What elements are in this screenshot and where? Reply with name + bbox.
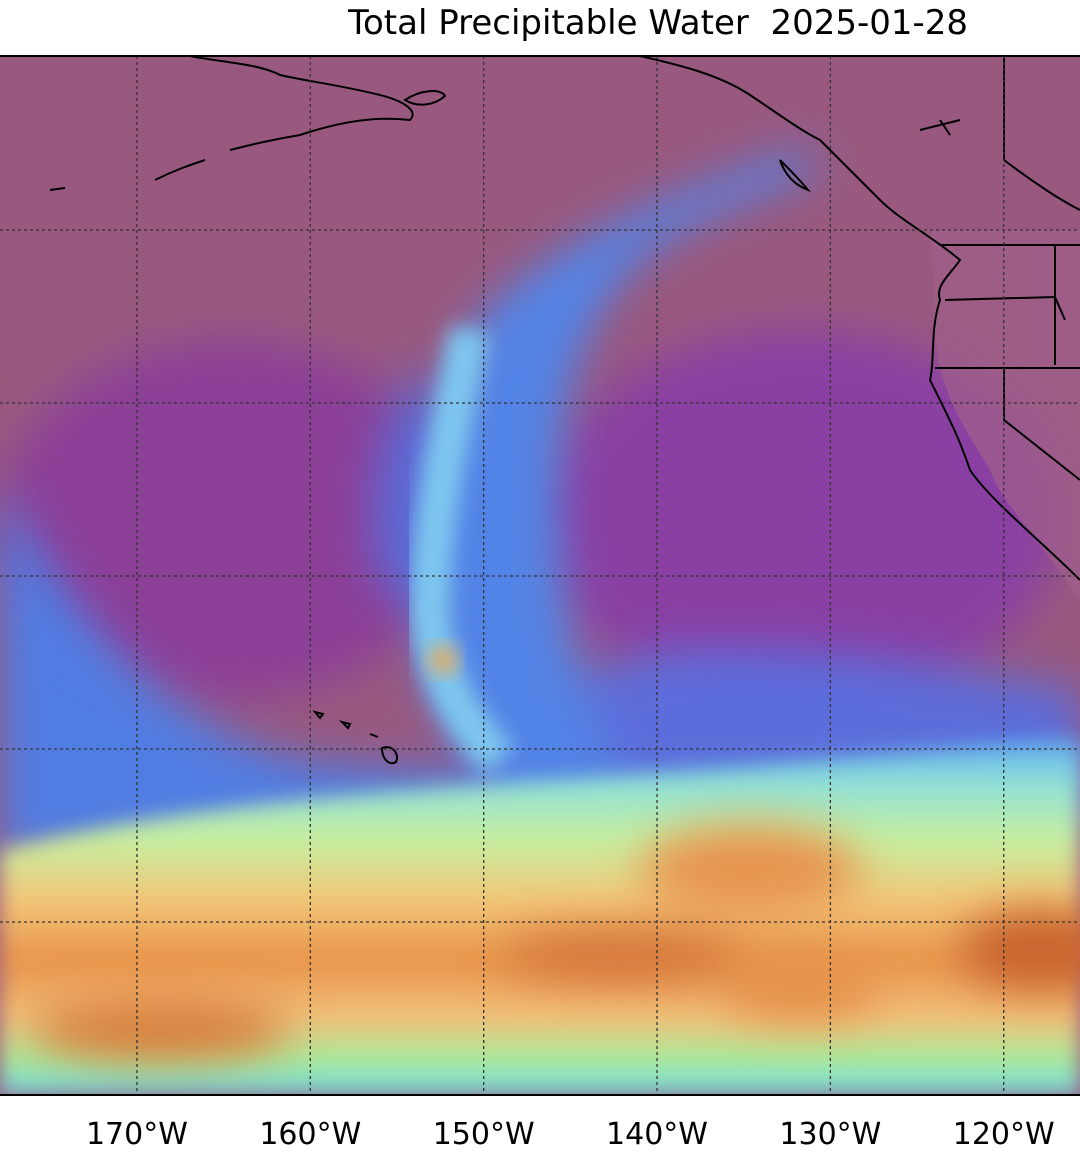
x-tick-label: 150°W [433,1117,535,1152]
longitude-grid [136,56,1005,1095]
map-title: Total Precipitable Water 2025-01-28 [347,3,968,43]
x-tick-label: 130°W [779,1117,881,1152]
x-tick-label: 140°W [606,1117,708,1152]
x-tick-label: 160°W [259,1117,361,1152]
x-tick-label: 120°W [953,1117,1055,1152]
x-tick-label: 170°W [86,1117,188,1152]
latitude-grid [0,229,1080,923]
longitude-labels: 170°W 160°W 150°W 140°W 130°W 120°W [86,1117,1055,1152]
